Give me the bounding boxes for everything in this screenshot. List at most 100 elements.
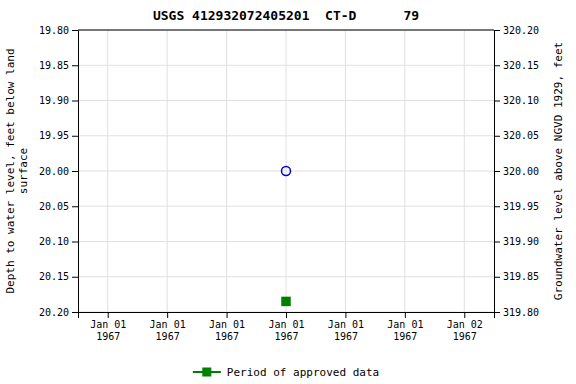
tick: 19.90	[39, 95, 78, 106]
tick-mark	[72, 312, 78, 313]
legend: Period of approved data	[193, 366, 379, 379]
tick-mark	[494, 206, 500, 207]
tick-label: 320.00	[503, 166, 539, 177]
tick-label: 19.80	[39, 25, 69, 36]
frame-line	[78, 30, 494, 31]
tick: 320.10	[494, 95, 539, 106]
tick: Jan 021967	[447, 312, 483, 342]
tick-mark	[72, 171, 78, 172]
tick-mark	[72, 242, 78, 243]
plot: Jan 011967 Jan 011967 Jan 011967 Jan 011967…	[39, 25, 539, 342]
tick-mark	[72, 136, 78, 137]
tick-label: Jan 011967	[150, 319, 186, 342]
tick-label: 20.00	[39, 166, 69, 177]
y-axis: 19.80 19.85 19.90 19.95 20.00 20.05 20.10 20.15…	[39, 25, 79, 318]
tick: 320.00	[494, 166, 539, 177]
tick: Jan 011967	[328, 312, 364, 342]
tick-label: Jan 011967	[328, 319, 364, 342]
tick-mark	[494, 101, 500, 102]
tick-label: 20.05	[39, 201, 69, 212]
tick-mark	[227, 312, 228, 318]
legend-swatch	[203, 368, 211, 376]
tick-mark	[494, 171, 500, 172]
grid	[78, 30, 494, 312]
tick: 19.85	[39, 60, 78, 71]
tick-mark	[494, 65, 500, 66]
axis-line	[72, 31, 79, 313]
axis-line	[79, 313, 495, 319]
tick: 19.80	[39, 25, 78, 36]
tick-mark	[494, 312, 500, 313]
tick: 20.15	[39, 271, 78, 282]
point	[282, 297, 290, 305]
tick-label: 19.90	[39, 95, 69, 106]
tick-label: 319.80	[503, 307, 539, 318]
tick-label: 19.85	[39, 60, 69, 71]
tick: Jan 011967	[387, 312, 423, 342]
tick-label: Jan 011967	[387, 319, 423, 342]
tick-mark	[494, 277, 500, 278]
tick-label: 320.15	[503, 60, 539, 71]
tick: 319.85	[494, 271, 539, 282]
grid-line	[464, 30, 465, 312]
tick-mark	[494, 136, 500, 137]
tick-mark	[108, 312, 109, 318]
tick-label: Jan 011967	[90, 319, 126, 342]
tick: 20.10	[39, 236, 78, 247]
tick: Jan 011967	[209, 312, 245, 342]
tick-label: 320.05	[503, 130, 539, 141]
axis-title: Groundwater level above NGVD 1929, feet	[552, 42, 565, 300]
grid-line	[404, 30, 405, 312]
tick: 319.90	[494, 236, 539, 247]
tick-label: 319.85	[503, 271, 539, 282]
tick: 320.15	[494, 60, 539, 71]
tick-label: 20.10	[39, 236, 69, 247]
tick: 19.95	[39, 130, 78, 141]
grid-line	[167, 30, 168, 312]
tick-label: 19.95	[39, 130, 69, 141]
tick: 20.05	[39, 201, 78, 212]
x-axis: Jan 011967 Jan 011967 Jan 011967 Jan 011967…	[79, 312, 495, 342]
tick-mark	[464, 312, 465, 318]
grid-line	[345, 30, 346, 312]
tick: Jan 011967	[268, 312, 304, 342]
tick-mark	[167, 312, 168, 318]
tick-label: 319.95	[503, 201, 539, 212]
tick-mark	[286, 312, 287, 318]
grid-line	[226, 30, 227, 312]
tick-mark	[72, 65, 78, 66]
axis-title: Depth to water level, feet below landsur…	[4, 48, 30, 293]
tick: 320.20	[494, 25, 539, 36]
legend-label: Period of approved data	[227, 366, 379, 379]
tick: 20.00	[39, 166, 78, 177]
grid-line	[78, 30, 494, 31]
tick-label: Jan 011967	[209, 319, 245, 342]
legend-item: Period of approved data	[193, 366, 379, 379]
tick: 320.05	[494, 130, 539, 141]
tick-label: 320.20	[503, 25, 539, 36]
point	[282, 167, 291, 176]
tick-mark	[494, 242, 500, 243]
tick: 319.95	[494, 201, 539, 212]
tick-label: 319.90	[503, 236, 539, 247]
tick-mark	[72, 30, 78, 31]
tick: Jan 011967	[90, 312, 126, 342]
grid-line	[107, 30, 108, 312]
title: USGS 412932072405201 CT-D 79	[153, 8, 419, 23]
tick-mark	[345, 312, 346, 318]
tick-mark	[72, 101, 78, 102]
chart: Jan 011967 Jan 011967 Jan 011967 Jan 011967…	[0, 0, 576, 384]
tick: Jan 011967	[150, 312, 186, 342]
y2-axis: 319.80 319.85 319.90 319.95 320.00 320.05 320.…	[494, 25, 539, 318]
tick-mark	[72, 277, 78, 278]
marks	[282, 167, 291, 306]
tick-label: 20.20	[39, 307, 69, 318]
axis-line	[495, 31, 501, 313]
tick-label: 20.15	[39, 271, 69, 282]
tick: 319.80	[494, 307, 539, 318]
tick-label: 320.10	[503, 95, 539, 106]
tick-mark	[405, 312, 406, 318]
tick-mark	[72, 206, 78, 207]
tick: 20.20	[39, 307, 78, 318]
tick-label: Jan 011967	[268, 319, 304, 342]
